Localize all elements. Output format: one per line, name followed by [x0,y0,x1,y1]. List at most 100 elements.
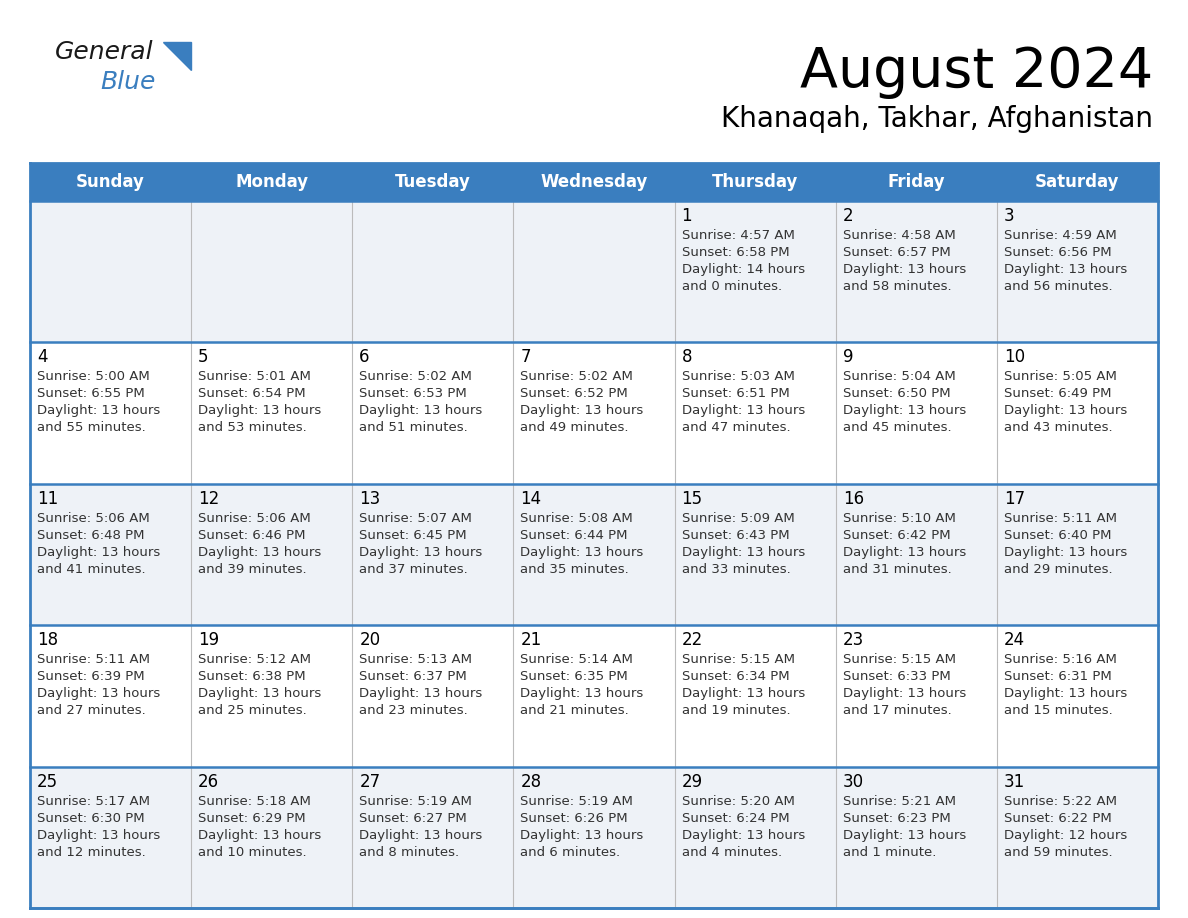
Text: Sunrise: 5:11 AM: Sunrise: 5:11 AM [1004,512,1117,525]
Bar [353,767,513,908]
Text: and 1 minute.: and 1 minute. [842,845,936,858]
Text: 8: 8 [682,349,693,366]
Text: Sunset: 6:33 PM: Sunset: 6:33 PM [842,670,950,683]
Bar [191,484,353,625]
Text: Sunset: 6:26 PM: Sunset: 6:26 PM [520,812,628,824]
Text: and 43 minutes.: and 43 minutes. [1004,421,1112,434]
Text: 4: 4 [37,349,48,366]
Text: 10: 10 [1004,349,1025,366]
Bar [191,767,353,908]
Text: and 15 minutes.: and 15 minutes. [1004,704,1113,717]
Text: and 25 minutes.: and 25 minutes. [198,704,307,717]
Text: Monday: Monday [235,173,308,191]
Text: Sunrise: 5:09 AM: Sunrise: 5:09 AM [682,512,795,525]
Text: Sunset: 6:56 PM: Sunset: 6:56 PM [1004,246,1112,259]
Text: Sunrise: 5:02 AM: Sunrise: 5:02 AM [520,370,633,384]
Bar [675,163,835,201]
Text: Sunrise: 5:03 AM: Sunrise: 5:03 AM [682,370,795,384]
Text: and 4 minutes.: and 4 minutes. [682,845,782,858]
Bar [513,767,675,908]
Text: and 37 minutes.: and 37 minutes. [359,563,468,576]
Bar [30,767,191,908]
Text: General: General [55,40,153,64]
Text: Sunset: 6:27 PM: Sunset: 6:27 PM [359,812,467,824]
Bar [30,163,191,201]
Text: Sunset: 6:24 PM: Sunset: 6:24 PM [682,812,789,824]
Bar [997,342,1158,484]
Text: Sunrise: 5:16 AM: Sunrise: 5:16 AM [1004,654,1117,666]
Text: Sunset: 6:53 PM: Sunset: 6:53 PM [359,387,467,400]
Text: Daylight: 13 hours: Daylight: 13 hours [359,829,482,842]
Text: Sunset: 6:42 PM: Sunset: 6:42 PM [842,529,950,542]
Text: and 6 minutes.: and 6 minutes. [520,845,620,858]
Bar [997,163,1158,201]
Text: and 17 minutes.: and 17 minutes. [842,704,952,717]
Text: 14: 14 [520,490,542,508]
Text: Sunset: 6:52 PM: Sunset: 6:52 PM [520,387,628,400]
Bar [835,342,997,484]
Text: and 41 minutes.: and 41 minutes. [37,563,146,576]
Text: Daylight: 13 hours: Daylight: 13 hours [198,405,322,418]
Bar [513,163,675,201]
Text: 30: 30 [842,773,864,790]
Text: Sunday: Sunday [76,173,145,191]
Text: and 45 minutes.: and 45 minutes. [842,421,952,434]
Text: Blue: Blue [100,70,156,94]
Text: Sunrise: 5:13 AM: Sunrise: 5:13 AM [359,654,473,666]
Text: Sunset: 6:49 PM: Sunset: 6:49 PM [1004,387,1111,400]
Text: Sunrise: 5:06 AM: Sunrise: 5:06 AM [198,512,311,525]
Text: Sunrise: 5:12 AM: Sunrise: 5:12 AM [198,654,311,666]
Text: Sunrise: 5:19 AM: Sunrise: 5:19 AM [520,795,633,808]
Text: and 33 minutes.: and 33 minutes. [682,563,790,576]
Text: 20: 20 [359,632,380,649]
Text: and 53 minutes.: and 53 minutes. [198,421,307,434]
Text: Sunrise: 5:15 AM: Sunrise: 5:15 AM [682,654,795,666]
Text: Sunset: 6:29 PM: Sunset: 6:29 PM [198,812,305,824]
Text: Daylight: 13 hours: Daylight: 13 hours [359,688,482,700]
Text: and 12 minutes.: and 12 minutes. [37,845,146,858]
Text: Wednesday: Wednesday [541,173,647,191]
Text: Daylight: 13 hours: Daylight: 13 hours [198,688,322,700]
Text: 26: 26 [198,773,220,790]
Bar [191,201,353,342]
Bar [835,767,997,908]
Text: Sunrise: 5:10 AM: Sunrise: 5:10 AM [842,512,955,525]
Text: Sunrise: 5:08 AM: Sunrise: 5:08 AM [520,512,633,525]
Text: and 8 minutes.: and 8 minutes. [359,845,460,858]
Text: Sunset: 6:58 PM: Sunset: 6:58 PM [682,246,789,259]
Text: Sunrise: 5:11 AM: Sunrise: 5:11 AM [37,654,150,666]
Text: Daylight: 13 hours: Daylight: 13 hours [842,405,966,418]
Text: Sunrise: 5:19 AM: Sunrise: 5:19 AM [359,795,472,808]
Text: Sunset: 6:45 PM: Sunset: 6:45 PM [359,529,467,542]
Text: Daylight: 13 hours: Daylight: 13 hours [842,688,966,700]
Text: Sunset: 6:35 PM: Sunset: 6:35 PM [520,670,628,683]
Text: 5: 5 [198,349,209,366]
Text: Sunrise: 5:18 AM: Sunrise: 5:18 AM [198,795,311,808]
Text: Daylight: 14 hours: Daylight: 14 hours [682,263,804,276]
Bar [353,625,513,767]
Text: Sunrise: 5:05 AM: Sunrise: 5:05 AM [1004,370,1117,384]
Bar [30,625,191,767]
Text: Daylight: 13 hours: Daylight: 13 hours [520,688,644,700]
Text: Sunset: 6:34 PM: Sunset: 6:34 PM [682,670,789,683]
Bar [675,484,835,625]
Text: and 59 minutes.: and 59 minutes. [1004,845,1112,858]
Text: Friday: Friday [887,173,946,191]
Bar [997,484,1158,625]
Bar [353,201,513,342]
Text: 27: 27 [359,773,380,790]
Text: and 47 minutes.: and 47 minutes. [682,421,790,434]
Text: 25: 25 [37,773,58,790]
Bar [191,163,353,201]
Text: 11: 11 [37,490,58,508]
Text: and 49 minutes.: and 49 minutes. [520,421,628,434]
Text: Daylight: 13 hours: Daylight: 13 hours [520,546,644,559]
Text: and 29 minutes.: and 29 minutes. [1004,563,1112,576]
Text: Sunset: 6:57 PM: Sunset: 6:57 PM [842,246,950,259]
Text: Sunset: 6:54 PM: Sunset: 6:54 PM [198,387,305,400]
Text: Khanaqah, Takhar, Afghanistan: Khanaqah, Takhar, Afghanistan [721,105,1154,133]
Bar [675,201,835,342]
Text: Sunrise: 5:14 AM: Sunrise: 5:14 AM [520,654,633,666]
Text: Sunset: 6:48 PM: Sunset: 6:48 PM [37,529,145,542]
Text: Sunrise: 5:20 AM: Sunrise: 5:20 AM [682,795,795,808]
